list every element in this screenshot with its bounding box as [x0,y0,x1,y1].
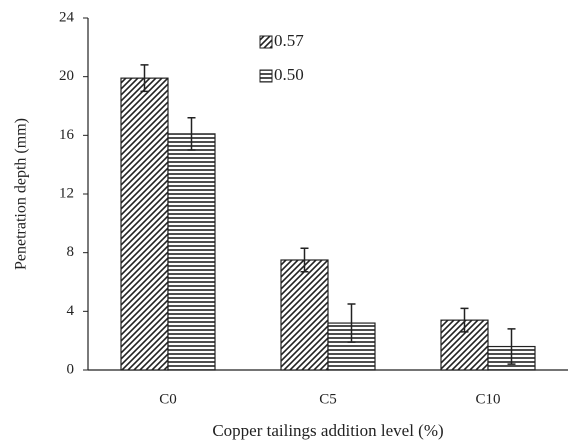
legend-swatch [259,69,273,83]
error-bar [300,247,309,273]
bar [167,133,216,371]
y-tick-label: 24 [59,9,75,25]
legend-label: 0.57 [274,31,304,50]
x-tick-label: C0 [159,391,177,407]
y-tick-label: 20 [59,68,74,84]
legend-swatch [259,35,273,49]
error-bar [507,328,516,365]
legend-label: 0.50 [274,65,304,84]
x-axis-label: Copper tailings addition level (%) [212,421,443,440]
y-axis-label: Penetration depth (mm) [13,118,30,270]
error-bar [187,116,196,151]
error-bar [347,303,356,343]
error-bar [460,307,469,333]
bar [280,259,329,371]
x-tick-label: C5 [319,391,337,407]
error-bar [140,64,149,93]
y-tick-label: 0 [67,361,75,377]
y-tick-label: 4 [67,303,75,319]
y-tick-label: 8 [67,244,75,260]
y-tick-label: 16 [59,127,75,143]
bar [120,77,169,371]
x-tick-label: C10 [475,391,500,407]
y-tick-label: 12 [59,185,74,201]
